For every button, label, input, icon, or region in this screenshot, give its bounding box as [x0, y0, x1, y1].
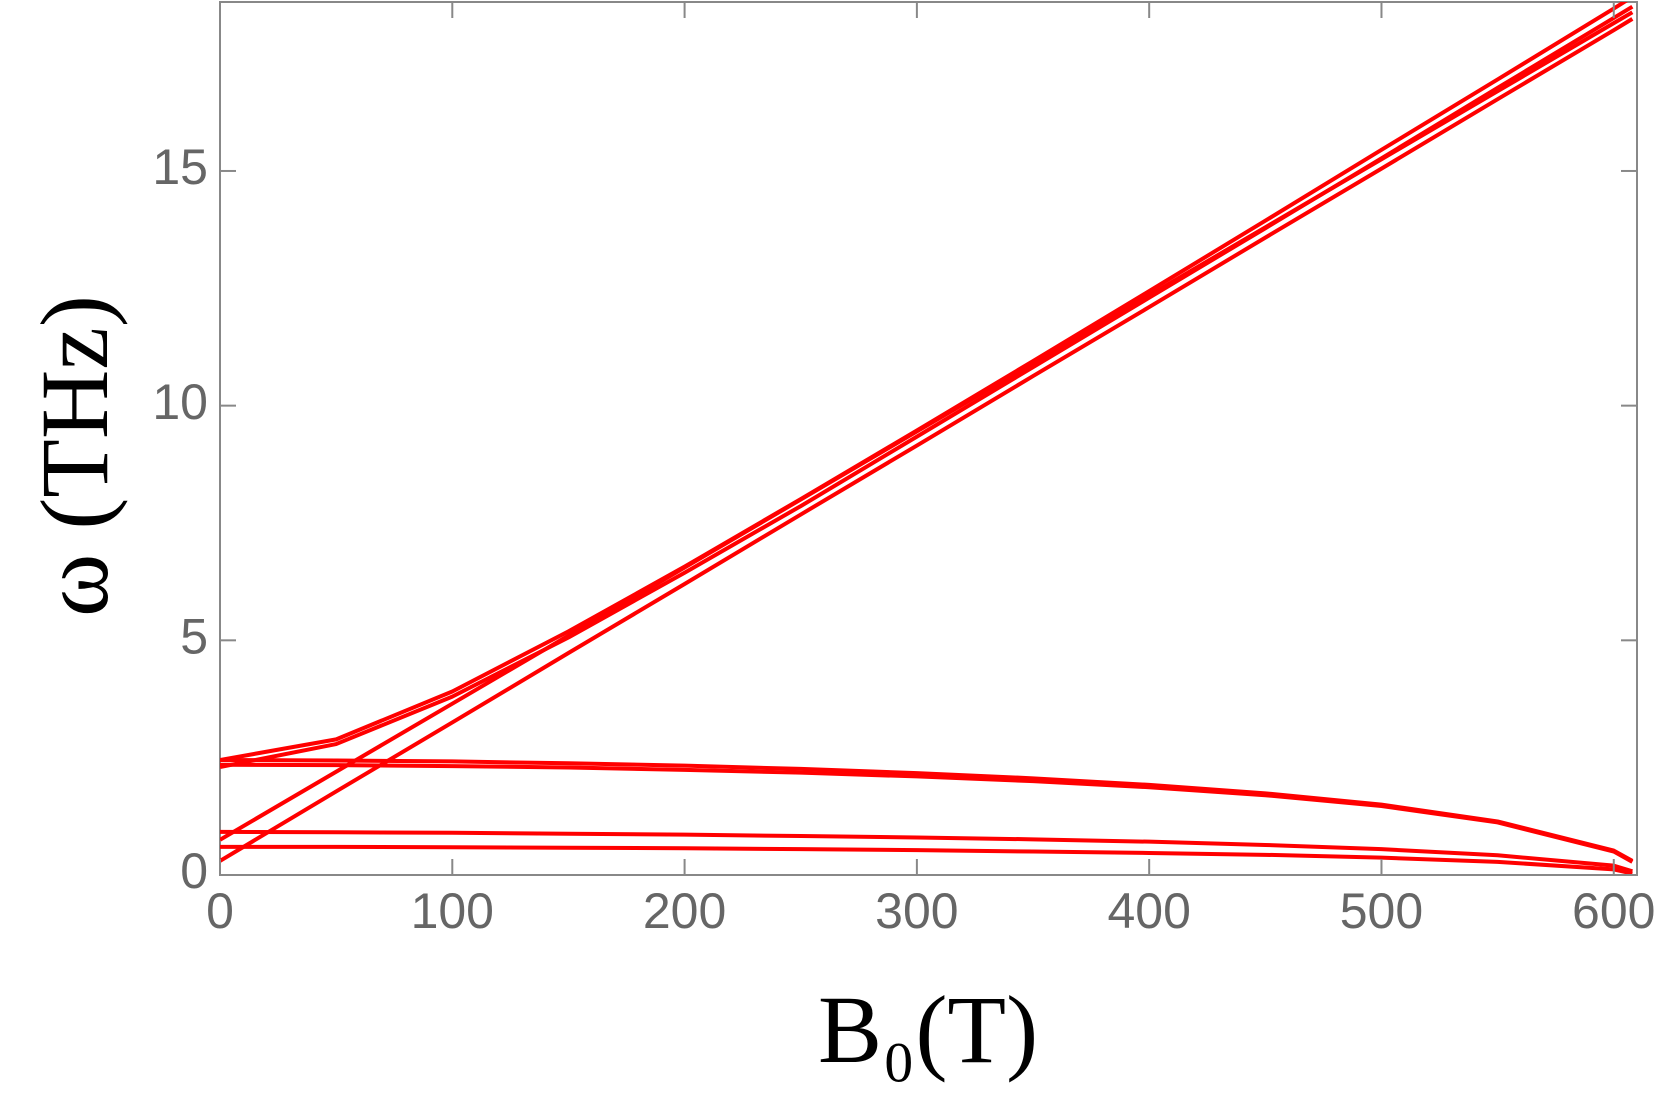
x-tick-label: 500 [1340, 883, 1423, 939]
x-tick-label: 400 [1107, 883, 1190, 939]
series-line [220, 4, 1634, 770]
y-axis-label: ω (THz) [21, 295, 128, 617]
x-tick-label: 100 [411, 883, 494, 939]
lines [220, 2, 1634, 875]
series-line [220, 829, 1633, 874]
series-line [220, 10, 1634, 842]
series-line [220, 17, 1634, 863]
y-tick-label: 15 [152, 139, 208, 195]
series-line [220, 844, 1633, 875]
series-line [220, 762, 1634, 864]
y-tick-label: 5 [180, 609, 208, 665]
y-tick-label: 0 [180, 843, 208, 899]
plot-frame [219, 1, 1638, 876]
x-tick-label: 0 [206, 883, 234, 939]
y-tick-label: 10 [152, 374, 208, 430]
x-tick-label: 300 [875, 883, 958, 939]
x-axis-label: B₀(T) [818, 976, 1038, 1083]
x-tick-label: 200 [643, 883, 726, 939]
x-tick-label: 600 [1572, 883, 1655, 939]
series-line [220, 2, 1628, 762]
